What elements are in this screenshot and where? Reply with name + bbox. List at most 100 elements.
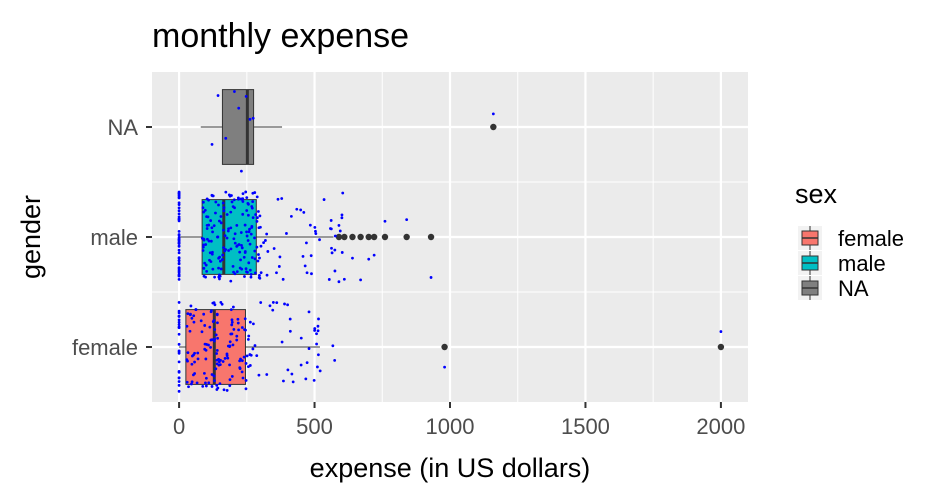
jitter-point xyxy=(245,209,249,212)
jitter-point xyxy=(177,301,181,304)
jitter-point xyxy=(177,191,181,195)
jitter-point xyxy=(333,269,337,273)
jitter-point xyxy=(177,256,181,260)
jitter-point xyxy=(258,214,262,218)
jitter-point xyxy=(203,342,207,346)
y-axis: female male NA xyxy=(72,115,152,360)
jitter-point xyxy=(253,271,257,275)
jitter-point xyxy=(185,324,189,328)
jitter-point xyxy=(268,304,272,308)
jitter-point xyxy=(195,381,199,385)
jitter-point xyxy=(253,191,257,194)
jitter-point xyxy=(177,196,181,200)
legend-entry-female: female xyxy=(798,226,904,251)
jitter-point xyxy=(719,330,723,333)
jitter-point xyxy=(239,231,243,234)
jitter-point xyxy=(205,227,209,230)
jitter-point xyxy=(246,239,250,242)
jitter-point xyxy=(177,217,181,221)
jitter-point xyxy=(177,274,181,278)
jitter-point xyxy=(248,117,252,121)
jitter-point xyxy=(209,338,213,342)
jitter-point xyxy=(229,308,233,312)
legend-entry-male: male xyxy=(798,251,886,276)
jitter-point xyxy=(236,321,240,325)
jitter-point xyxy=(233,232,237,236)
jitter-point xyxy=(250,205,254,208)
jitter-point xyxy=(244,387,248,391)
outlier-point xyxy=(441,343,448,351)
jitter-point xyxy=(231,264,235,268)
jitter-point xyxy=(206,215,210,219)
jitter-point xyxy=(204,357,208,361)
jitter-point xyxy=(177,244,181,248)
jitter-point xyxy=(211,250,214,254)
jitter-point xyxy=(244,362,248,365)
jitter-point xyxy=(272,247,276,250)
jitter-point xyxy=(190,354,194,358)
jitter-point xyxy=(253,344,257,347)
jitter-point xyxy=(177,262,181,266)
jitter-point xyxy=(308,223,312,227)
jitter-point xyxy=(286,303,289,307)
jitter-point xyxy=(239,258,242,262)
jitter-point xyxy=(226,229,230,233)
jitter-point xyxy=(204,263,208,267)
jitter-point xyxy=(257,276,261,279)
jitter-point xyxy=(210,226,214,230)
jitter-point xyxy=(177,314,181,318)
jitter-point xyxy=(285,232,288,235)
chart-title: monthly expense xyxy=(152,17,409,55)
jitter-point xyxy=(215,352,219,355)
jitter-point xyxy=(228,384,232,388)
jitter-point xyxy=(177,370,181,374)
jitter-point xyxy=(210,142,214,146)
jitter-point xyxy=(177,271,181,274)
jitter-point xyxy=(337,280,341,284)
jitter-point xyxy=(186,312,190,316)
jitter-point xyxy=(219,221,223,225)
box-na xyxy=(200,89,497,165)
jitter-point xyxy=(310,272,313,276)
jitter-point xyxy=(202,274,206,278)
jitter-point xyxy=(177,320,181,324)
jitter-point xyxy=(282,379,285,383)
jitter-point xyxy=(211,194,215,198)
jitter-point xyxy=(383,219,387,223)
jitter-point xyxy=(251,116,255,120)
jitter-point xyxy=(212,319,216,322)
jitter-point xyxy=(192,314,196,318)
jitter-point xyxy=(351,256,354,260)
jitter-point xyxy=(256,210,260,213)
jitter-point xyxy=(216,321,219,325)
jitter-point xyxy=(275,301,279,305)
jitter-point xyxy=(219,267,223,271)
jitter-point xyxy=(367,257,371,261)
jitter-point xyxy=(271,301,275,304)
outlier-point xyxy=(427,233,435,241)
jitter-point xyxy=(177,318,181,322)
jitter-point xyxy=(429,276,433,279)
jitter-point xyxy=(202,372,206,375)
jitter-point xyxy=(283,302,286,306)
x-tick-label: 500 xyxy=(296,414,333,439)
jitter-point xyxy=(201,245,205,249)
outlier-point xyxy=(357,233,364,241)
jitter-point xyxy=(177,233,181,237)
jitter-point xyxy=(177,376,181,380)
jitter-point xyxy=(233,272,237,276)
jitter-point xyxy=(405,218,409,222)
jitter-point xyxy=(236,196,240,200)
jitter-point xyxy=(327,278,331,281)
jitter-point xyxy=(213,379,216,383)
jitter-point xyxy=(230,320,234,324)
jitter-point xyxy=(240,359,244,363)
jitter-point xyxy=(248,364,252,367)
jitter-point xyxy=(217,266,220,270)
jitter-point xyxy=(213,303,217,307)
jitter-point xyxy=(238,250,242,254)
jitter-point xyxy=(209,346,212,349)
jitter-point xyxy=(226,344,230,348)
jitter-point xyxy=(314,229,317,233)
